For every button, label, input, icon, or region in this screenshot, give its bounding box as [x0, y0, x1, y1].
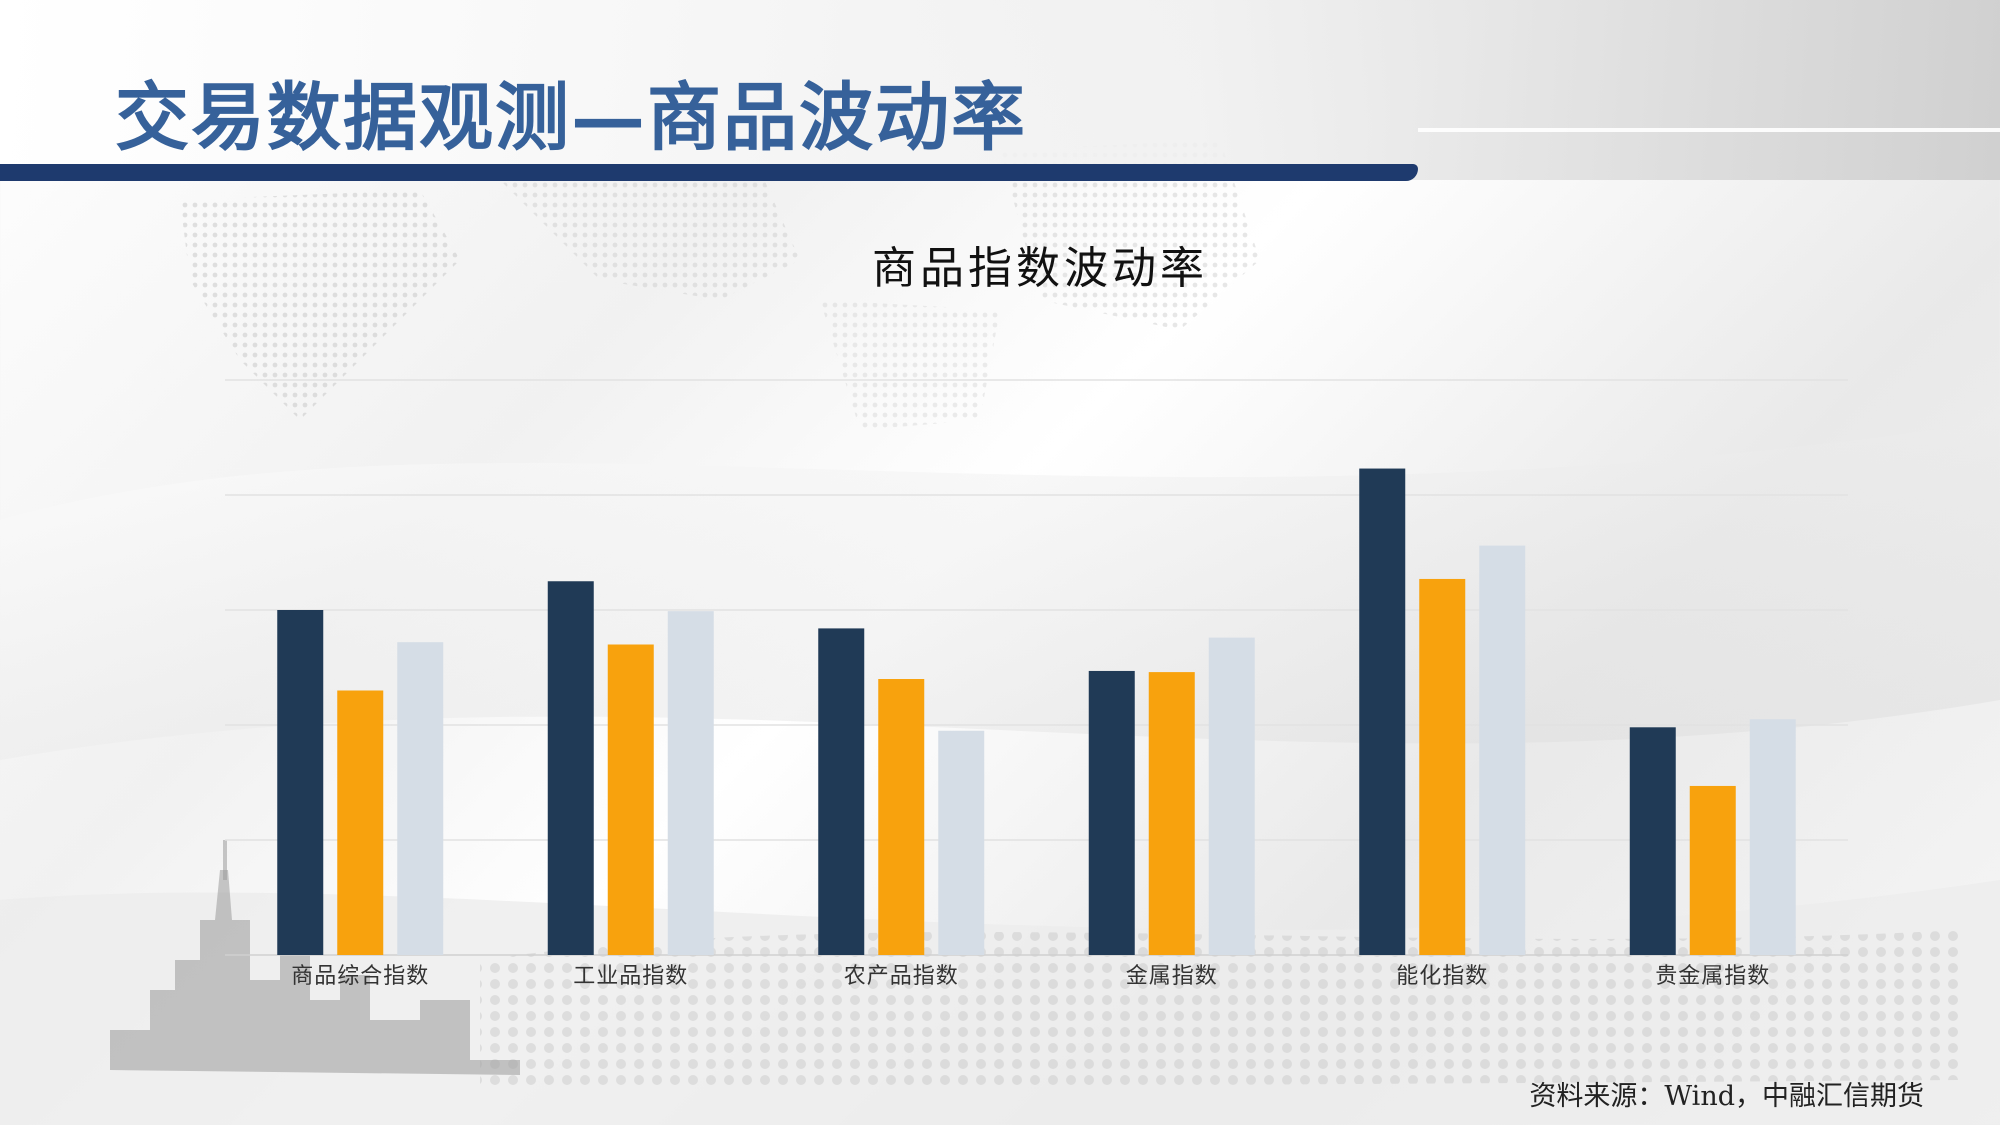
bar-series-2-3 [878, 679, 925, 955]
bar-series-1-1 [277, 610, 324, 955]
x-tick-label: 工业品指数 [573, 964, 688, 989]
header-rule-highlight [1418, 128, 2000, 132]
bar-series-1-6 [1629, 727, 1676, 955]
bar-series-2-1 [337, 690, 384, 955]
bar-series-2-4 [1148, 672, 1195, 955]
bar-series-1-2 [547, 581, 594, 955]
source-note: 资料来源：Wind，中融汇信期货 [1529, 1081, 1924, 1112]
bar-series-3-4 [1208, 637, 1255, 955]
bar-series-3-6 [1749, 719, 1796, 955]
chart-title: 商品指数波动率 [872, 243, 1208, 294]
x-tick-label: 能化指数 [1396, 964, 1488, 989]
slide-title: 交易数据观测—商品波动率 [115, 75, 1027, 161]
header-band [0, 0, 2000, 180]
bar-series-3-1 [397, 642, 444, 955]
bar-series-3-3 [938, 730, 985, 955]
header-rule [0, 164, 1418, 181]
bar-series-1-4 [1088, 670, 1135, 955]
x-tick-label: 金属指数 [1126, 964, 1218, 989]
bar-series-3-5 [1479, 545, 1526, 955]
bar-series-2-2 [607, 644, 654, 955]
x-tick-label: 贵金属指数 [1655, 964, 1770, 989]
bar-series-2-6 [1689, 785, 1736, 955]
x-tick-label: 农产品指数 [844, 964, 959, 989]
bar-series-2-5 [1419, 578, 1466, 955]
bar-series-3-2 [667, 611, 714, 955]
x-tick-label: 商品综合指数 [291, 964, 429, 989]
bar-series-1-3 [818, 628, 865, 955]
bar-series-1-5 [1359, 468, 1406, 955]
